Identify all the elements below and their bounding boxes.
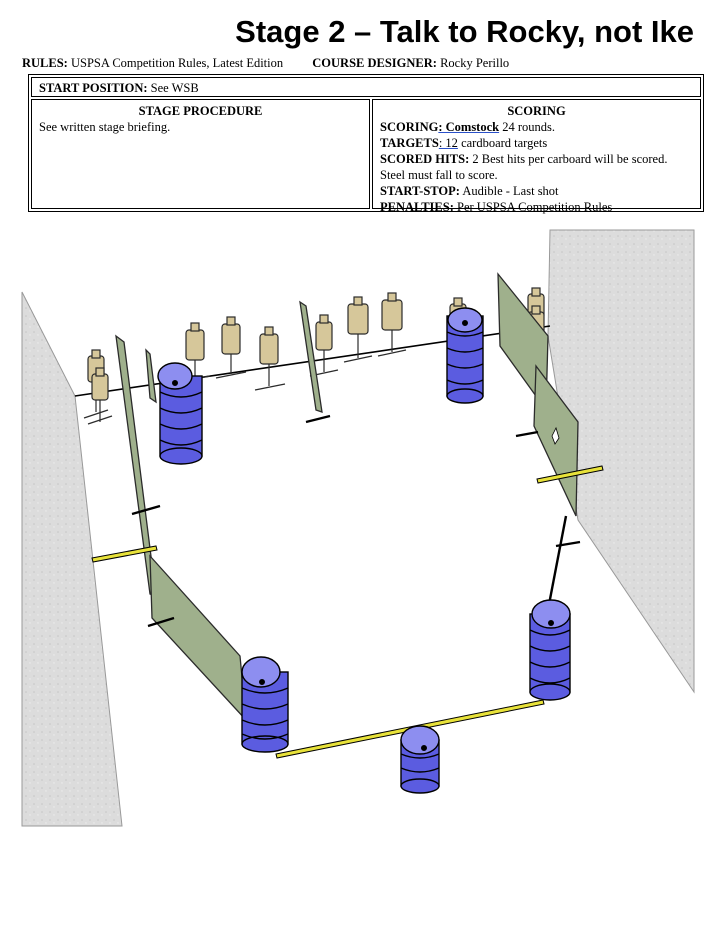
penalties-value: Per USPSA Competition Rules xyxy=(457,200,613,214)
penalties-label: PENALTIES: xyxy=(380,200,454,214)
start-position-value: See WSB xyxy=(150,81,199,95)
start-stop-label: START-STOP: xyxy=(380,184,460,198)
stage-procedure-text: See written stage briefing. xyxy=(39,120,171,134)
scored-hits-value: 2 Best hits per carboard will be scored.… xyxy=(380,152,668,182)
cardboard-target xyxy=(215,316,247,379)
targets-label: TARGETS xyxy=(380,136,439,150)
scoring-underlined: : Comstock xyxy=(438,120,500,134)
scoring-label: SCORING xyxy=(380,120,439,134)
fault-line-right xyxy=(536,465,604,484)
cardboard-target xyxy=(254,326,286,391)
rules-line: RULES: USPSA Competition Rules, Latest E… xyxy=(22,56,509,71)
barrels xyxy=(157,307,571,794)
barrel-stack xyxy=(400,725,440,794)
targets-line: TARGETS: 12 cardboard targets xyxy=(380,135,693,151)
barrel-stack xyxy=(529,599,571,701)
stage-title: Stage 2 – Talk to Rocky, not Ike xyxy=(235,14,694,49)
start-position-label: START POSITION: xyxy=(39,81,148,95)
designer-label: COURSE DESIGNER: xyxy=(312,56,437,70)
wall-back-center xyxy=(299,300,323,413)
scored-hits-label: SCORED HITS: xyxy=(380,152,470,166)
penalties-line: PENALTIES: Per USPSA Competition Rules xyxy=(380,199,693,215)
scoring-line: SCORING: Comstock 24 rounds. xyxy=(380,119,693,135)
right-backstop xyxy=(547,229,695,694)
scoring-value: 24 rounds. xyxy=(499,120,556,134)
cardboard-target xyxy=(87,367,113,425)
targets-value: cardboard targets xyxy=(457,136,548,150)
start-stop-line: START-STOP: Audible - Last shot xyxy=(380,183,693,199)
barrel-stack xyxy=(241,656,289,753)
barrel-stack xyxy=(157,362,203,465)
cardboard-target xyxy=(179,322,211,383)
targets-underlined: : 12 xyxy=(438,136,458,150)
wall-left-lower xyxy=(149,554,247,722)
scoring-cell: SCORING SCORING: Comstock 24 rounds. TAR… xyxy=(372,99,701,214)
left-backstop xyxy=(21,291,123,827)
barrel-stack xyxy=(446,307,484,404)
cardboard-target xyxy=(377,292,407,357)
designer-value: Rocky Perillo xyxy=(440,56,510,70)
steel-target-icon xyxy=(551,426,560,445)
stage-diagram xyxy=(21,229,695,827)
wall-near-barrel xyxy=(145,348,157,404)
cardboard-target xyxy=(309,314,339,377)
start-stop-value: Audible - Last shot xyxy=(462,184,559,198)
scoring-heading: SCORING xyxy=(507,104,566,118)
walls xyxy=(115,272,579,722)
scored-hits-line: SCORED HITS: 2 Best hits per carboard wi… xyxy=(380,151,693,183)
fault-line-left xyxy=(91,545,158,563)
stage-info-table: START POSITION: See WSB STAGE PROCEDURE … xyxy=(28,74,704,214)
rules-label: RULES: xyxy=(22,56,68,70)
rules-value: USPSA Competition Rules, Latest Edition xyxy=(70,56,284,70)
stage-procedure-heading: STAGE PROCEDURE xyxy=(138,104,263,118)
designer-field: COURSE DESIGNER: Rocky Perillo xyxy=(312,56,509,70)
stage-procedure-cell: STAGE PROCEDURE See written stage briefi… xyxy=(31,99,370,209)
cardboard-target xyxy=(343,296,373,363)
start-position-row: START POSITION: See WSB xyxy=(31,77,701,97)
